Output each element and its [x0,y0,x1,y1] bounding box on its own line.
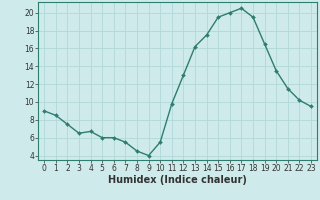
X-axis label: Humidex (Indice chaleur): Humidex (Indice chaleur) [108,175,247,185]
